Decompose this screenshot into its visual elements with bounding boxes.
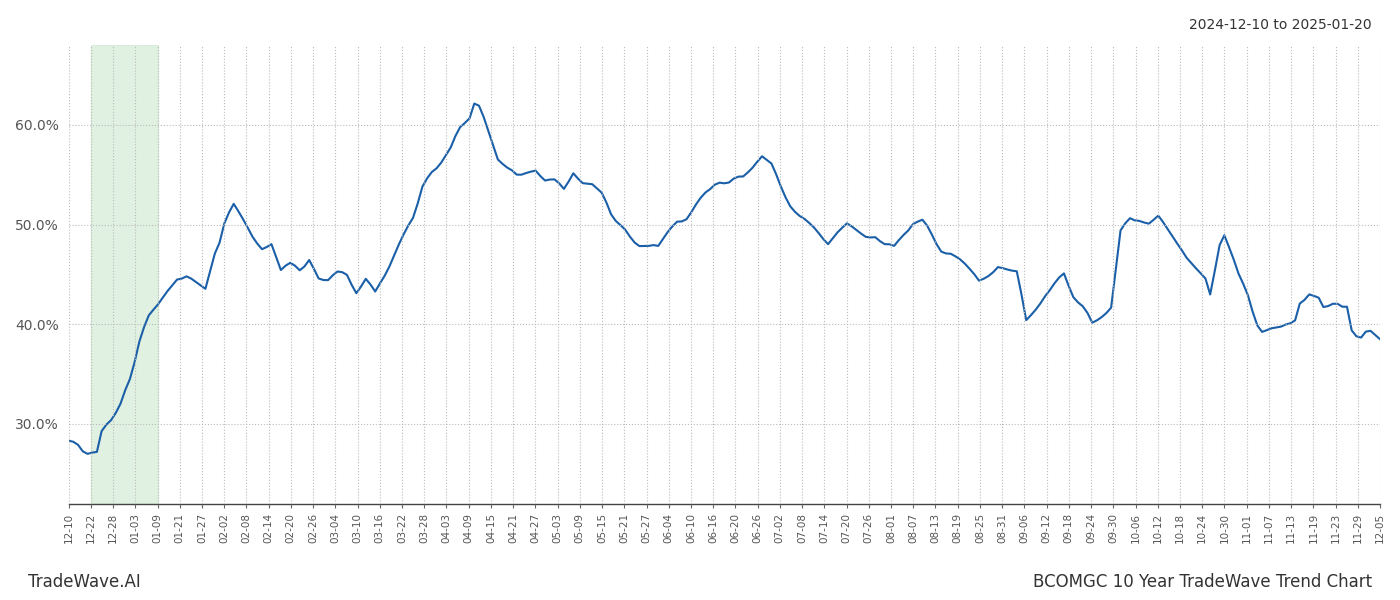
Bar [91,45,158,504]
Text: TradeWave.AI: TradeWave.AI [28,573,141,591]
Text: BCOMGC 10 Year TradeWave Trend Chart: BCOMGC 10 Year TradeWave Trend Chart [1033,573,1372,591]
Text: 2024-12-10 to 2025-01-20: 2024-12-10 to 2025-01-20 [1190,18,1372,32]
